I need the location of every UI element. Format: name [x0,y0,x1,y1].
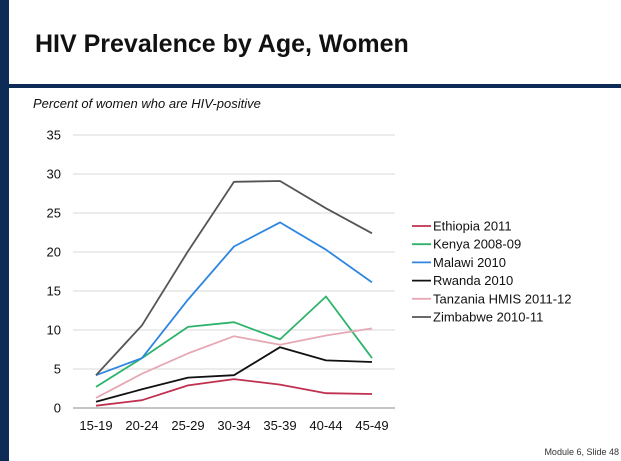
x-tick-label: 25-29 [171,418,204,433]
x-tick-label: 40-44 [309,418,342,433]
title-band: HIV Prevalence by Age, Women [9,0,621,88]
y-tick-label: 25 [47,206,61,221]
legend-label: Rwanda 2010 [433,273,513,288]
x-tick-label: 20-24 [125,418,158,433]
y-tick-label: 20 [47,245,61,260]
x-tick-label: 15-19 [79,418,112,433]
slide: HIV Prevalence by Age, Women Percent of … [9,0,621,461]
series-line-3 [95,346,373,403]
series-line-5 [95,180,373,376]
legend-label: Kenya 2008-09 [433,237,521,252]
x-tick-label: 30-34 [217,418,250,433]
x-tick-labels: 15-19 20-24 25-29 30-34 35-39 40-44 45-49 [79,418,388,433]
slide-footer: Module 6, Slide 48 [544,447,619,457]
series-line-4 [95,327,373,399]
gridlines [73,134,395,409]
series-line-2 [95,221,373,377]
y-tick-label: 30 [47,167,61,182]
x-tick-label: 45-49 [355,418,388,433]
series-line-0 [95,378,373,407]
y-tick-label: 5 [54,362,61,377]
legend: Ethiopia 2011 Kenya 2008-09 Malawi 2010 Rwa… [412,219,572,325]
series-lines [95,180,373,407]
series-line-1 [95,295,373,388]
y-tick-label: 0 [54,401,61,416]
line-chart: 0 5 10 15 20 25 30 35 15-19 20-24 25-29 30-34 35-39… [47,128,572,434]
y-tick-label: 15 [47,284,61,299]
legend-label: Malawi 2010 [433,255,506,270]
legend-label: Ethiopia 2011 [433,219,512,234]
slide-title: HIV Prevalence by Age, Women [35,30,409,58]
chart-subtitle: Percent of women who are HIV-positive [33,96,261,111]
x-tick-label: 35-39 [263,418,296,433]
legend-label: Zimbabwe 2010-11 [433,310,543,325]
y-tick-label: 10 [47,323,61,338]
legend-label: Tanzania HMIS 2011-12 [433,291,572,306]
y-tick-labels: 0 5 10 15 20 25 30 35 [47,128,61,416]
y-tick-label: 35 [47,128,61,143]
